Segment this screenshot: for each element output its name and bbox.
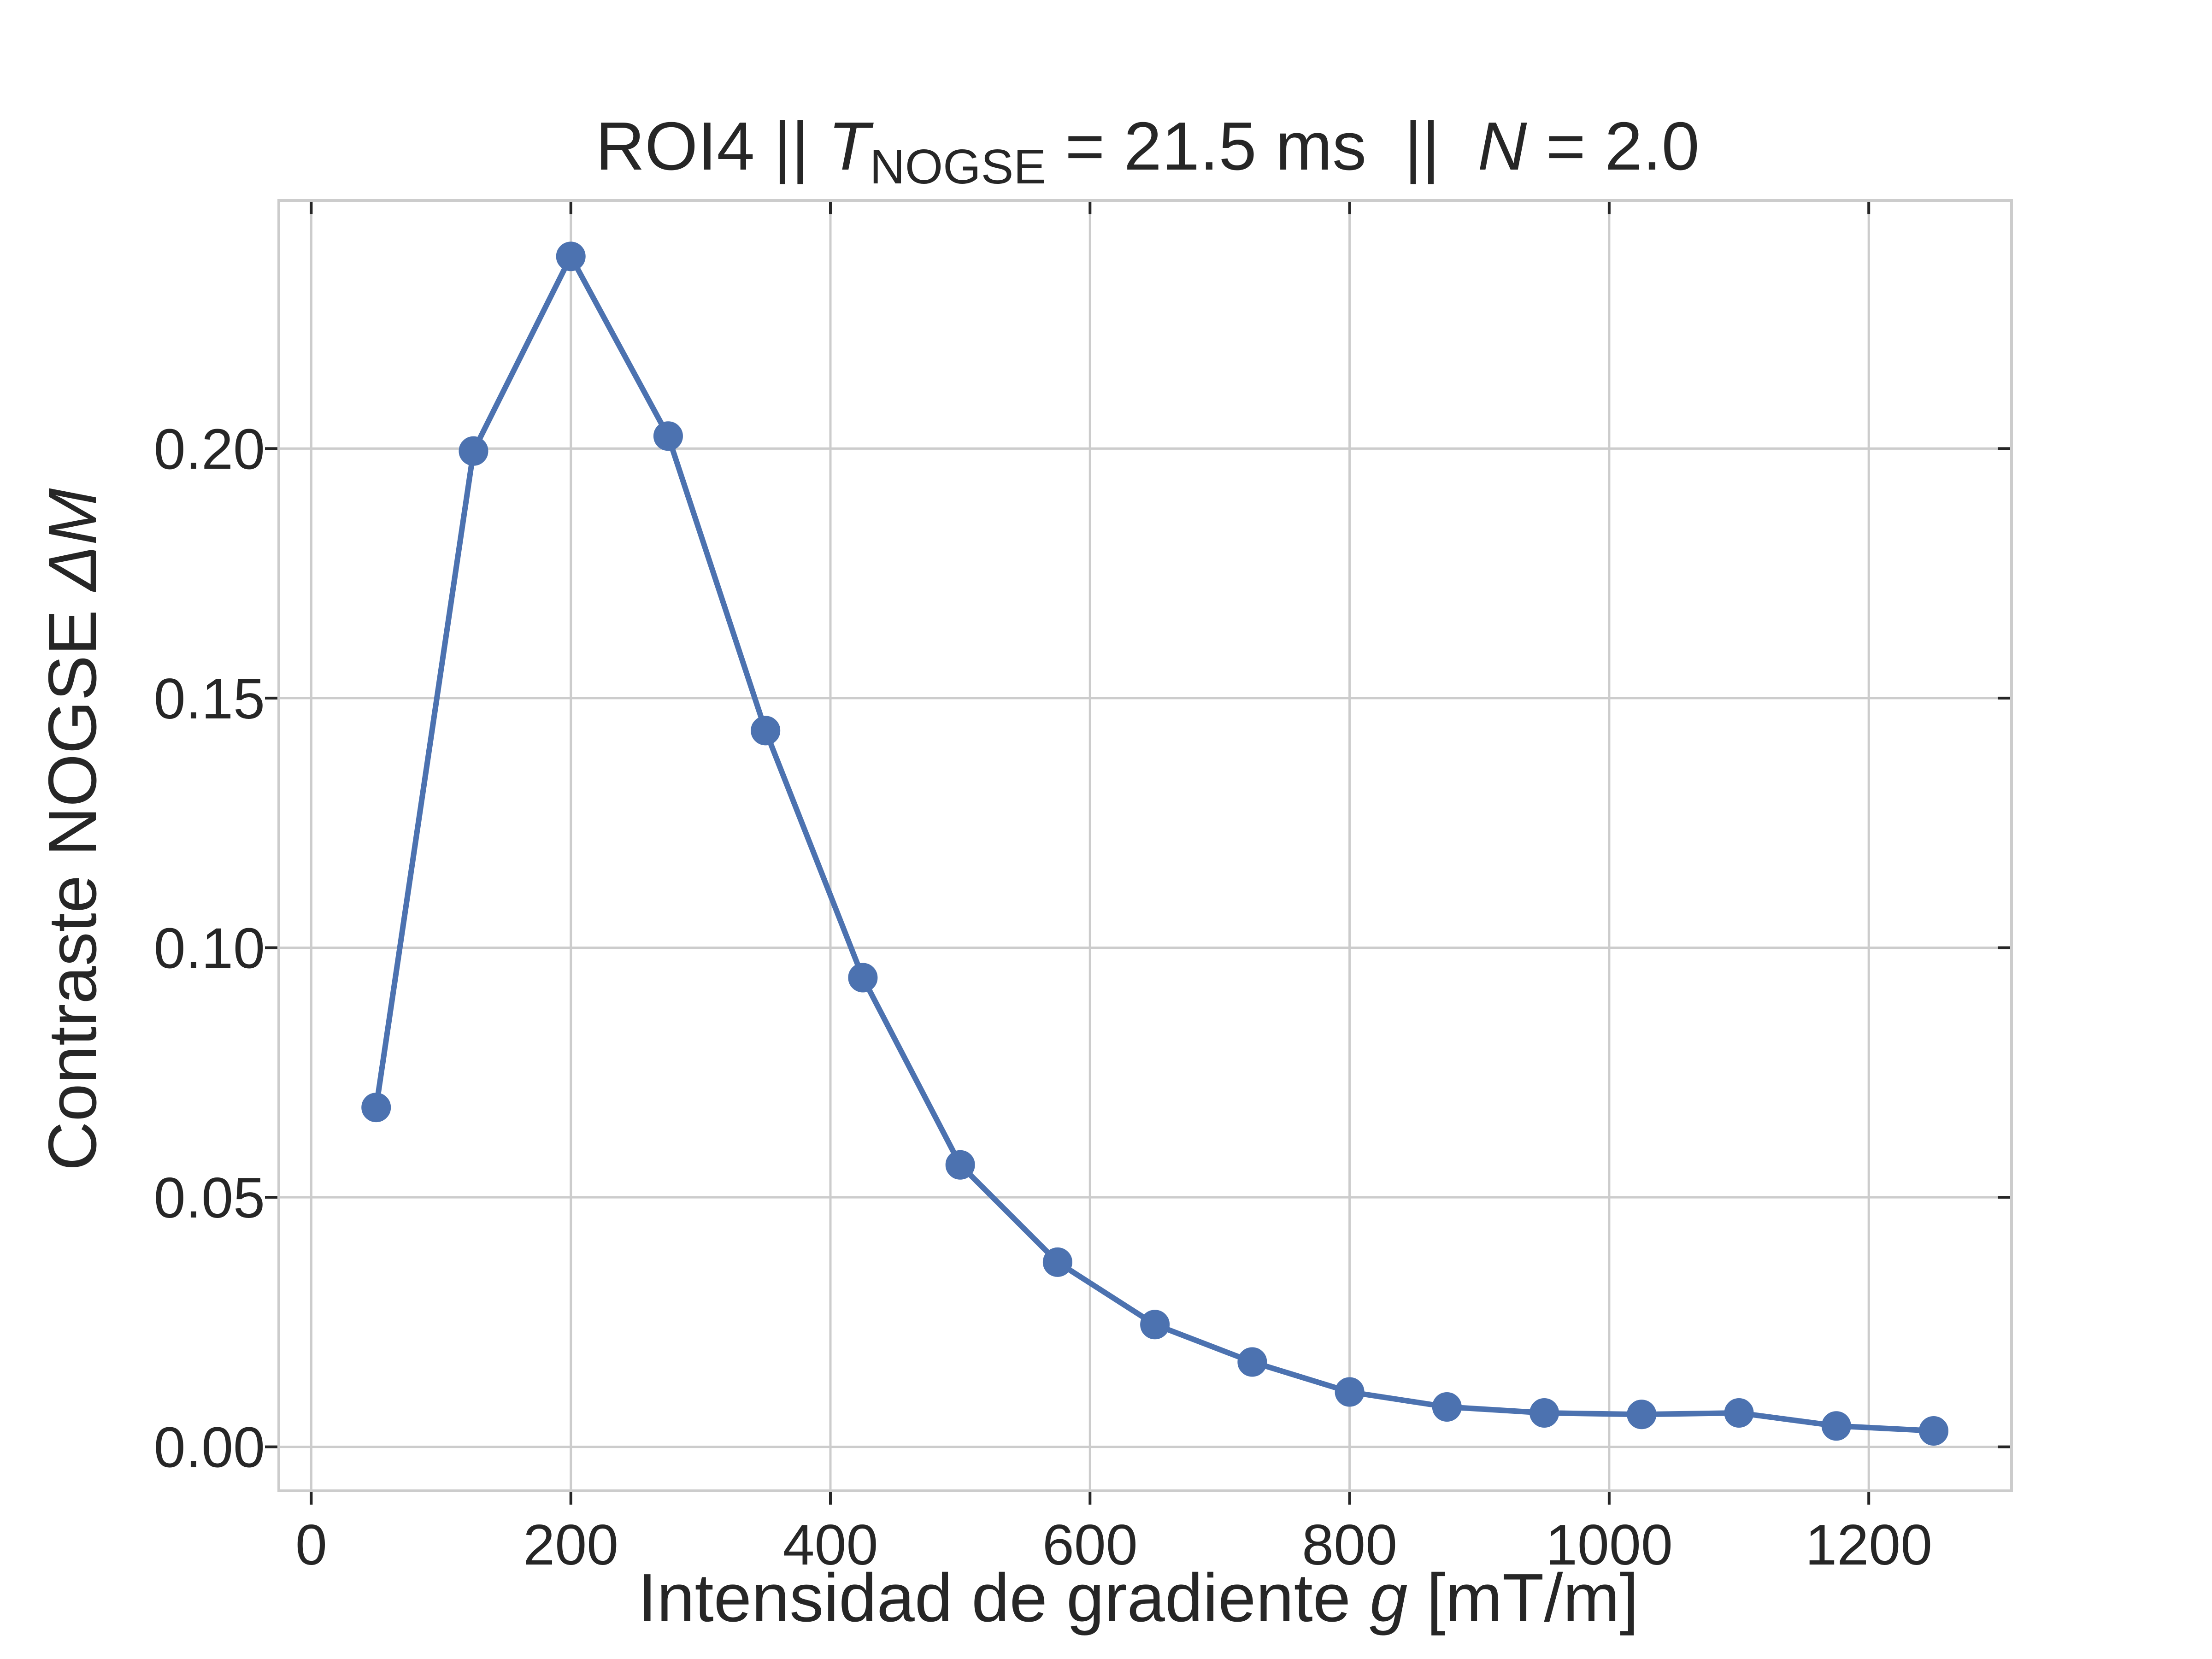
chart-title: ROI4 || TNOGSE = 21.5 ms || N = 2.0: [595, 108, 1700, 194]
x-axis-label-unit: [mT/m]: [1407, 1560, 1638, 1636]
y-tick-label: 0.10: [154, 917, 265, 981]
y-tick-label: 0.05: [154, 1166, 265, 1230]
x-tick-label: 200: [523, 1513, 618, 1577]
data-point: [1530, 1398, 1559, 1428]
x-axis-label-text: Intensidad de gradiente: [638, 1560, 1370, 1636]
data-point: [1627, 1400, 1657, 1430]
y-tick-label: 0.20: [154, 418, 265, 481]
x-axis-label-symbol: g: [1370, 1560, 1407, 1636]
title-t-subscript: NOGSE: [870, 140, 1046, 194]
data-point: [556, 241, 586, 271]
x-tick-label: 600: [1042, 1513, 1138, 1577]
y-axis-label-text: Contraste NOGSE: [35, 591, 111, 1171]
title-t-value: = 21.5 ms ||: [1046, 108, 1478, 184]
x-tick-label: 1000: [1546, 1513, 1673, 1577]
plot-frame: [277, 199, 2013, 1492]
title-prefix: ROI4 ||: [595, 108, 828, 184]
data-point: [751, 716, 781, 746]
data-point: [1821, 1411, 1851, 1441]
data-point: [1919, 1416, 1949, 1446]
data-point: [459, 436, 488, 466]
data-point: [1724, 1398, 1754, 1428]
y-axis-label-symbol: ΔM: [35, 488, 111, 592]
data-point: [848, 963, 878, 993]
title-t-symbol: T: [828, 108, 874, 184]
x-tick-label: 1200: [1805, 1513, 1932, 1577]
x-tick-labels: 0 200 400 600 800 1000 1200: [295, 1513, 1932, 1577]
data-point: [1335, 1377, 1365, 1407]
y-tick-label: 0.00: [154, 1416, 265, 1480]
y-axis-label: Contraste NOGSE ΔM: [35, 488, 111, 1171]
grid-lines: [279, 200, 2012, 1491]
data-point: [1140, 1310, 1170, 1340]
y-tick-label: 0.15: [154, 667, 265, 731]
x-tick-label: 400: [783, 1513, 878, 1577]
x-axis-label: Intensidad de gradiente g [mT/m]: [638, 1560, 1639, 1636]
data-point: [1432, 1392, 1462, 1422]
title-n-symbol: N: [1478, 108, 1527, 184]
data-point: [653, 421, 683, 451]
x-tick-label: 800: [1302, 1513, 1397, 1577]
tick-marks: [265, 200, 2012, 1505]
title-n-value: = 2.0: [1527, 108, 1699, 184]
data-point: [1042, 1247, 1072, 1277]
series-group: [361, 241, 1949, 1446]
data-point: [361, 1093, 391, 1123]
data-point: [945, 1150, 975, 1180]
x-tick-label: 0: [295, 1513, 327, 1577]
data-point: [1237, 1347, 1267, 1377]
y-tick-labels: 0.00 0.05 0.10 0.15 0.20: [154, 418, 265, 1479]
